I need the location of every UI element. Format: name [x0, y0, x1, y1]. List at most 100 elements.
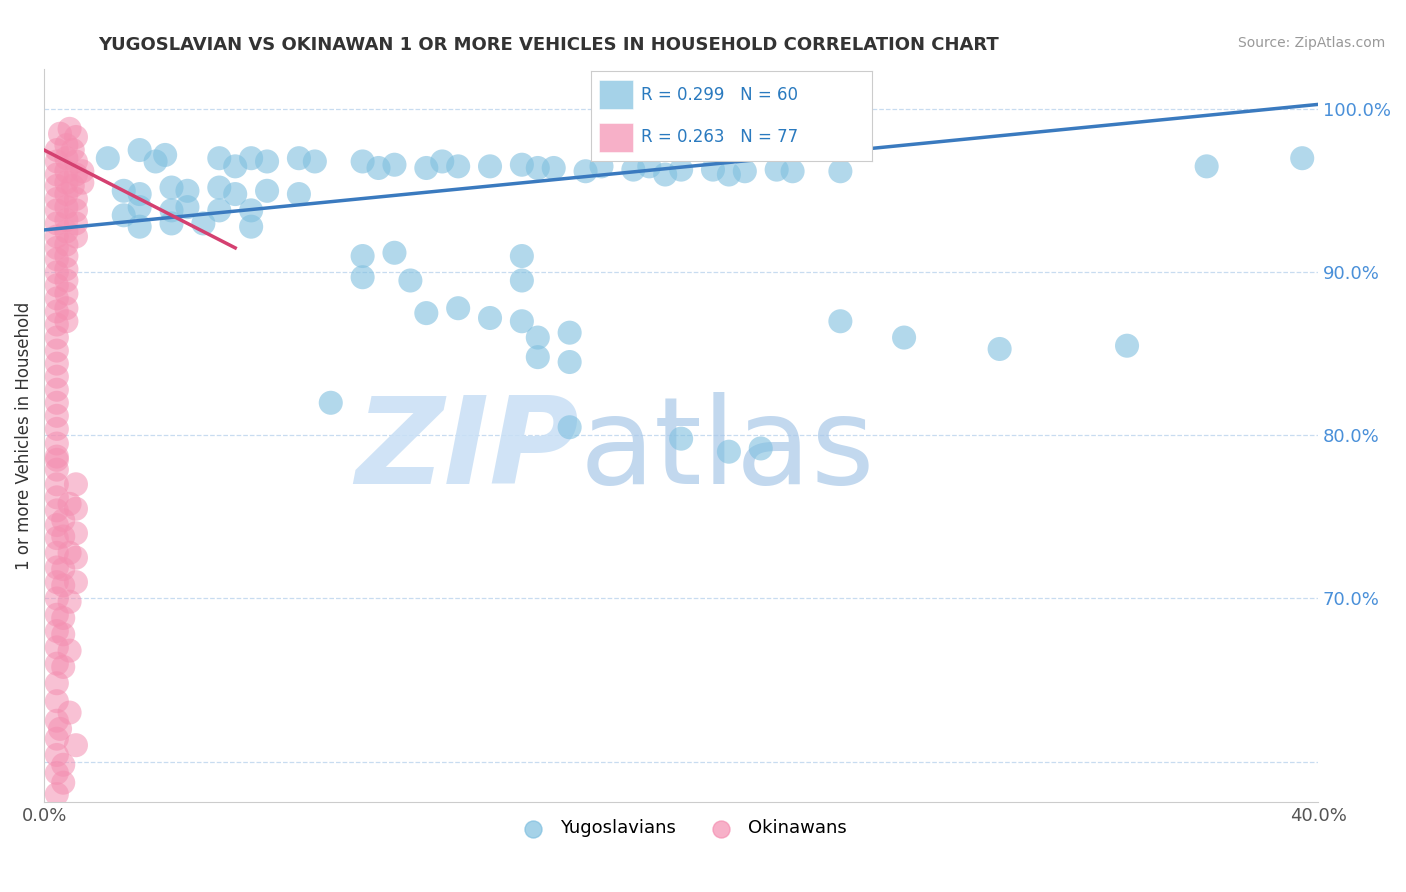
Point	[527, 330, 550, 344]
Point	[72, 164, 94, 178]
Point	[45, 292, 67, 306]
Point	[45, 409, 67, 423]
Point	[558, 420, 581, 434]
Point	[45, 192, 67, 206]
Point	[240, 203, 263, 218]
Point	[145, 154, 167, 169]
Point	[65, 526, 87, 541]
Point	[160, 203, 183, 218]
Point	[527, 161, 550, 175]
Point	[65, 203, 87, 218]
Point	[1195, 159, 1218, 173]
Text: Source: ZipAtlas.com: Source: ZipAtlas.com	[1237, 36, 1385, 50]
Point	[52, 775, 75, 789]
Point	[45, 318, 67, 332]
Point	[415, 161, 437, 175]
Point	[384, 245, 406, 260]
Point	[45, 676, 67, 690]
Point	[702, 162, 724, 177]
Text: R = 0.299   N = 60: R = 0.299 N = 60	[641, 86, 799, 103]
Point	[304, 154, 326, 169]
Point	[45, 747, 67, 762]
Point	[97, 151, 120, 165]
Point	[45, 640, 67, 655]
Point	[208, 180, 231, 194]
Point	[479, 310, 502, 325]
Point	[65, 501, 87, 516]
Point	[65, 154, 87, 169]
Point	[52, 578, 75, 592]
Point	[45, 731, 67, 746]
Point	[45, 531, 67, 545]
Point	[510, 158, 533, 172]
Point	[224, 159, 246, 173]
Point	[45, 462, 67, 476]
Point	[45, 143, 67, 157]
Point	[288, 187, 311, 202]
Point	[45, 216, 67, 230]
Point	[45, 178, 67, 193]
Point	[58, 706, 80, 720]
Point	[128, 219, 150, 234]
Point	[45, 154, 67, 169]
Point	[49, 127, 72, 141]
Point	[72, 176, 94, 190]
Point	[399, 273, 422, 287]
Point	[55, 164, 77, 178]
Point	[510, 273, 533, 287]
Point	[65, 130, 87, 145]
Point	[1291, 151, 1313, 165]
Point	[45, 396, 67, 410]
Point	[52, 529, 75, 543]
Point	[45, 591, 67, 606]
Text: ZIP: ZIP	[356, 392, 579, 508]
Point	[58, 546, 80, 560]
Point	[479, 159, 502, 173]
Point	[45, 694, 67, 708]
Point	[45, 252, 67, 267]
Point	[830, 314, 852, 328]
Point	[65, 550, 87, 565]
Point	[208, 151, 231, 165]
Point	[558, 355, 581, 369]
Point	[58, 497, 80, 511]
Point	[58, 643, 80, 657]
Point	[988, 342, 1011, 356]
Point	[176, 184, 198, 198]
Point	[384, 158, 406, 172]
Point	[45, 624, 67, 638]
Point	[65, 575, 87, 590]
Point	[55, 249, 77, 263]
Point	[669, 162, 692, 177]
Point	[52, 513, 75, 527]
Point	[55, 262, 77, 277]
Point	[55, 225, 77, 239]
Text: atlas: atlas	[579, 392, 875, 508]
Bar	[599, 80, 633, 109]
Point	[749, 442, 772, 456]
Point	[447, 301, 470, 316]
Point	[224, 187, 246, 202]
Point	[45, 657, 67, 671]
Point	[45, 343, 67, 358]
Point	[128, 187, 150, 202]
Point	[112, 208, 135, 222]
Point	[193, 216, 215, 230]
Point	[58, 121, 80, 136]
Point	[52, 611, 75, 625]
Point	[45, 607, 67, 622]
Point	[45, 491, 67, 505]
Point	[55, 314, 77, 328]
Point	[1116, 339, 1139, 353]
Point	[432, 154, 454, 169]
Point	[55, 138, 77, 153]
Y-axis label: 1 or more Vehicles in Household: 1 or more Vehicles in Household	[15, 301, 32, 569]
Point	[45, 241, 67, 255]
Point	[256, 154, 278, 169]
Point	[65, 738, 87, 752]
Point	[58, 595, 80, 609]
Point	[52, 757, 75, 772]
Point	[160, 216, 183, 230]
Point	[52, 660, 75, 674]
Bar	[599, 123, 633, 152]
